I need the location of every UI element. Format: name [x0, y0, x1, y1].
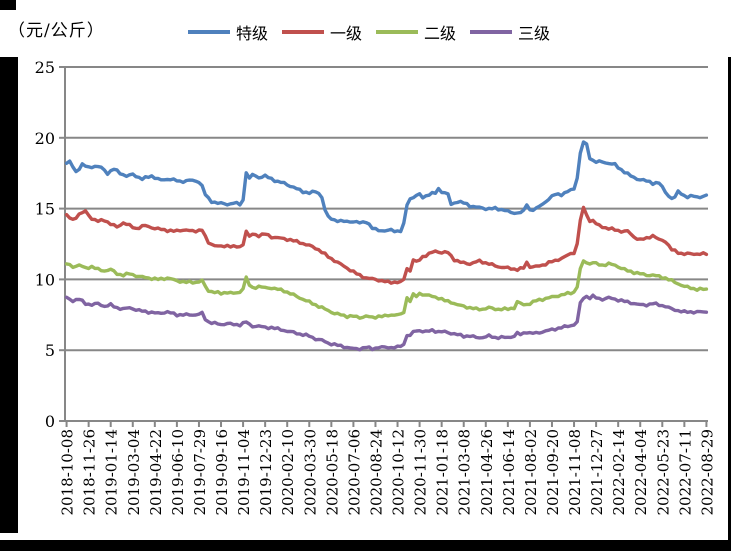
left-border-bar [0, 57, 18, 533]
legend-item-premium-grade: 特级 [188, 20, 268, 44]
x-tick-label: 2022-04-04 [632, 429, 650, 515]
x-tick-label: 2021-08-02 [522, 429, 540, 515]
y-tick-label: 5 [45, 341, 55, 360]
bottom-border-bar [0, 540, 731, 551]
x-tick-label: 2018-10-08 [59, 429, 77, 515]
legend-line-swatch-second [376, 30, 419, 34]
y-axis-unit-label: （元/公斤） [8, 21, 105, 41]
x-tick-label: 2019-12-23 [257, 429, 275, 515]
chart-legend: 特级 一级 二级 三级 [188, 20, 550, 44]
x-tick-label: 2020-10-12 [390, 429, 408, 515]
x-tick-label: 2020-02-10 [279, 429, 297, 515]
x-tick-label: 2019-11-04 [235, 429, 253, 515]
series-line-特级 [64, 140, 709, 234]
legend-line-swatch-premium [188, 30, 230, 34]
x-tick-label: 2022-02-14 [610, 429, 628, 515]
legend-line-swatch-third [470, 30, 513, 34]
y-tick-label: 20 [35, 129, 55, 148]
legend-label: 二级 [424, 24, 457, 43]
y-tick-label: 0 [45, 412, 55, 431]
right-border-bar [728, 57, 731, 551]
x-tick-label: 2022-07-11 [676, 429, 694, 515]
y-tick-label: 10 [35, 270, 55, 289]
legend-item-second-grade: 二级 [376, 20, 456, 44]
x-tick-label: 2019-01-14 [103, 429, 121, 515]
legend-line-swatch-first [282, 30, 325, 34]
x-tick-label: 2019-07-29 [191, 429, 209, 515]
x-tick-label: 2020-05-18 [323, 429, 341, 515]
x-tick-label: 2019-09-16 [213, 429, 231, 515]
x-tick-label: 2021-09-20 [544, 429, 562, 515]
legend-label: 特级 [236, 24, 269, 43]
x-tick-label: 2022-05-23 [654, 429, 672, 515]
legend-item-third-grade: 三级 [470, 20, 550, 44]
x-tick-label: 2020-03-30 [301, 429, 319, 515]
x-tick-label: 2022-08-29 [698, 429, 716, 515]
legend-item-first-grade: 一级 [282, 20, 362, 44]
x-tick-label: 2021-11-08 [566, 429, 584, 515]
x-tick-label: 2019-03-04 [125, 429, 143, 515]
legend-label: 一级 [330, 24, 363, 43]
x-tick-label: 2021-04-26 [478, 429, 496, 515]
x-tick-label: 2021-01-18 [434, 429, 452, 515]
series-line-二级 [64, 259, 709, 320]
x-tick-label: 2019-04-22 [147, 429, 165, 515]
x-tick-label: 2020-08-24 [368, 429, 386, 515]
x-tick-label: 2020-11-30 [412, 429, 430, 515]
x-tick-label: 2021-06-14 [500, 429, 518, 515]
x-tick-label: 2021-12-27 [588, 429, 606, 515]
corner-block-decoration [0, 0, 16, 10]
series-line-三级 [64, 293, 709, 352]
x-tick-label: 2019-06-10 [169, 429, 187, 515]
legend-label: 三级 [518, 24, 551, 43]
x-tick-label: 2021-03-08 [456, 429, 474, 515]
x-tick-label: 2018-11-26 [81, 429, 99, 515]
x-tick-label: 2020-07-06 [345, 429, 363, 515]
series-line-一级 [64, 205, 709, 285]
y-tick-label: 25 [35, 58, 55, 77]
y-tick-label: 15 [35, 200, 55, 219]
